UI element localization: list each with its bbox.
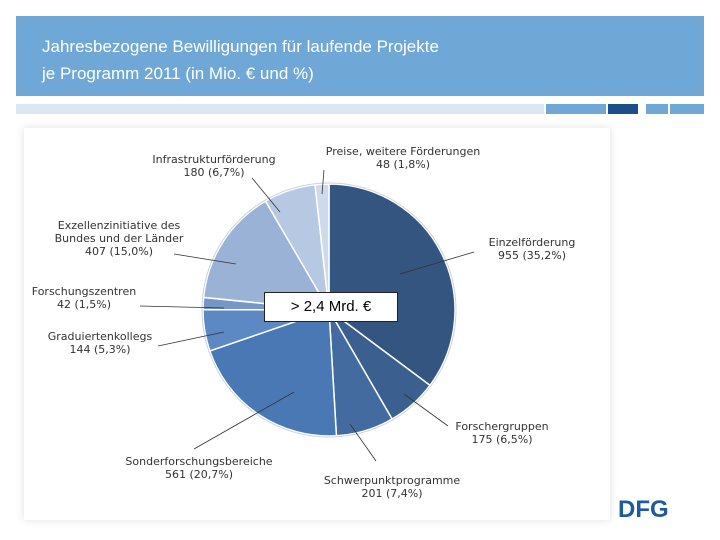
- pie-slice: [314, 183, 330, 311]
- dfg-logo-text: DFG: [618, 496, 669, 520]
- slice-label: Exzellenzinitiative des Bundes und der Lä…: [55, 219, 184, 258]
- slice-name-label: Schwerpunktprogramme: [324, 474, 461, 487]
- title-banner: Jahresbezogene Bewilligungen für laufend…: [16, 16, 704, 96]
- pie-slice: [328, 183, 456, 387]
- pie-chart: Einzelförderung 955 (35,2%) Forschergruppe…: [32, 145, 576, 500]
- slice-value-label: 407 (15,0%): [85, 245, 153, 258]
- slice-value-label: 144 (5,3%): [69, 343, 130, 356]
- slice-label: Infrastrukturförderung 180 (6,7%): [152, 153, 275, 179]
- decorative-stripes: [0, 104, 720, 114]
- slice-name-label: Einzelförderung: [489, 236, 576, 249]
- leader-line: [349, 423, 377, 462]
- slice-value-label: 180 (6,7%): [183, 166, 244, 179]
- pie-slice: [208, 308, 338, 437]
- slice-name-label: Forschergruppen: [455, 420, 548, 433]
- slice-label: Einzelförderung 955 (35,2%): [489, 236, 576, 262]
- leader-line: [399, 251, 475, 275]
- stripe-2: [546, 104, 606, 114]
- slice-name-label: Graduiertenkollegs: [48, 330, 153, 343]
- stripe-1: [16, 104, 544, 114]
- slide-title: Jahresbezogene Bewilligungen für laufend…: [42, 33, 439, 87]
- slice-name-label: Preise, weitere Förderungen: [326, 145, 480, 158]
- slice-name-label: Sonderforschungsbereiche: [125, 455, 272, 468]
- stripe-4: [646, 104, 668, 114]
- slice-name-label: Exzellenzinitiative des: [58, 219, 181, 232]
- leader-line: [193, 391, 295, 450]
- stripe-5: [670, 104, 704, 114]
- total-label: > 2,4 Mrd. €: [264, 292, 398, 322]
- pie-outline: [201, 182, 457, 438]
- slice-label: Schwerpunktprogramme 201 (7,4%): [324, 474, 461, 500]
- slice-name-label: Infrastrukturförderung: [152, 153, 275, 166]
- slice-value-label: 561 (20,7%): [165, 468, 233, 481]
- slice-name-label: Forschungszentren: [32, 285, 136, 298]
- slice-name-label: Bundes und der Länder: [55, 232, 184, 245]
- slice-label: Forschungszentren 42 (1,5%): [32, 285, 136, 311]
- slice-value-label: 201 (7,4%): [361, 487, 422, 500]
- title-line-1: Jahresbezogene Bewilligungen für laufend…: [42, 37, 439, 56]
- leader-line: [157, 331, 225, 347]
- slice-label: Forschergruppen 175 (6,5%): [455, 420, 548, 446]
- slice-value-label: 48 (1,8%): [376, 158, 430, 171]
- leader-line: [403, 393, 449, 427]
- slice-label: Graduiertenkollegs 144 (5,3%): [48, 330, 153, 356]
- pie-slice: [202, 200, 331, 311]
- slice-value-label: 955 (35,2%): [498, 249, 566, 262]
- leader-line: [251, 177, 281, 213]
- slice-label: Sonderforschungsbereiche 561 (20,7%): [125, 455, 272, 481]
- stripe-3: [608, 104, 638, 114]
- slice-value-label: 175 (6,5%): [471, 433, 532, 446]
- leader-line: [139, 305, 225, 309]
- slice-label: Preise, weitere Förderungen 48 (1,8%): [326, 145, 480, 171]
- chart-panel: Einzelförderung 955 (35,2%) Forschergruppe…: [24, 128, 610, 520]
- leader-line: [173, 253, 237, 265]
- leader-line: [321, 169, 325, 195]
- dfg-logo: DFG: [618, 496, 669, 520]
- slice-value-label: 42 (1,5%): [57, 298, 111, 311]
- title-line-2: je Programm 2011 (in Mio. € und %): [42, 64, 314, 83]
